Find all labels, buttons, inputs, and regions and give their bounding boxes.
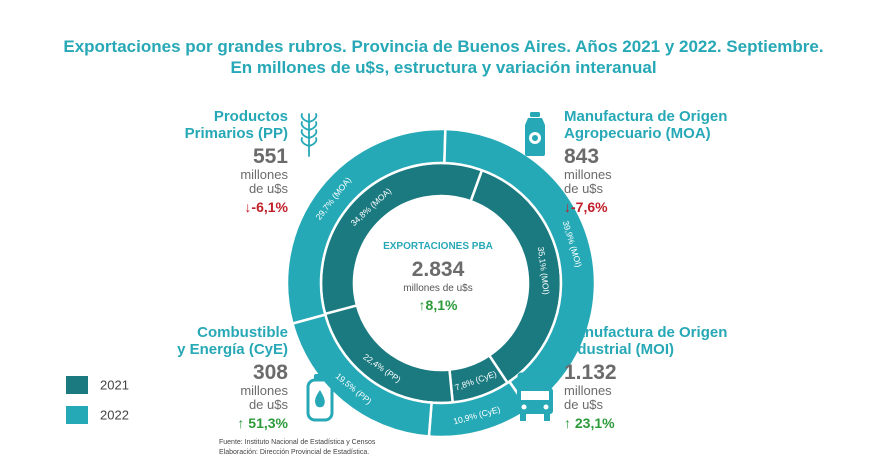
gas-cylinder-icon — [306, 374, 334, 422]
legend-item-2022: 2022 — [66, 406, 129, 424]
moi-unit-line2: de u$s — [564, 397, 604, 412]
cye-change: ↑ 51,3% — [237, 415, 288, 431]
donut-segment-2022-pp — [290, 313, 433, 438]
pp-block: Productos Primarios (PP) 551 millones de… — [140, 108, 288, 216]
center-value: 2.834 — [411, 258, 465, 281]
chart-title: Exportaciones por grandes rubros. Provin… — [0, 36, 887, 78]
moi-change: ↑ 23,1% — [564, 415, 615, 431]
center-summary: EXPORTACIONES PBA 2.834 millones de u$s … — [364, 241, 512, 314]
pp-unit-line2: de u$s — [248, 181, 288, 196]
pp-value: 551 — [252, 145, 288, 168]
moi-name-line2: Industrial (MOI) — [564, 341, 674, 358]
title-line-1: Exportaciones por grandes rubros. Provin… — [63, 37, 824, 56]
title-line-2: En millones de u$s, estructura y variaci… — [230, 58, 657, 77]
moa-name-line2: Agropecuario (MOA) — [564, 125, 711, 142]
center-change: ↑8,1% — [418, 297, 458, 313]
down-arrow-icon: ↓ — [564, 199, 571, 215]
moa-value: 843 — [564, 145, 600, 168]
legend-swatch-2021 — [66, 376, 88, 394]
moa-name-line1: Manufactura de Origen — [564, 108, 728, 125]
moi-unit-line1: millones — [564, 383, 612, 398]
center-unit: millones de u$s — [403, 283, 473, 294]
moa-change: ↓-7,6% — [564, 199, 608, 215]
moa-unit-line2: de u$s — [564, 181, 604, 196]
legend-swatch-2022 — [66, 406, 88, 424]
legend-label-2022: 2022 — [100, 407, 129, 423]
cye-name-line2: y Energía (CyE) — [177, 341, 288, 358]
source-line-2: Elaboración: Dirección Provincial de Est… — [219, 449, 370, 456]
pp-change: ↓-6,1% — [244, 199, 288, 215]
truck-icon — [517, 372, 553, 421]
cye-block: Combustible y Energía (CyE) 308 millones… — [140, 324, 288, 432]
cye-name-line1: Combustible — [197, 324, 288, 341]
milk-can-icon — [525, 112, 545, 156]
cye-unit-line2: de u$s — [248, 397, 288, 412]
up-arrow-icon: ↑ — [418, 297, 426, 313]
moi-block: Manufactura de Origen Industrial (MOI) 1… — [564, 324, 764, 432]
cye-unit-line1: millones — [240, 383, 288, 398]
moa-block: Manufactura de Origen Agropecuario (MOA)… — [564, 108, 764, 216]
wheat-icon — [300, 113, 318, 157]
up-arrow-icon: ↑ — [564, 415, 571, 431]
pp-name-line1: Productos — [213, 108, 288, 125]
cye-value: 308 — [252, 361, 288, 384]
pp-unit-line1: millones — [240, 167, 288, 182]
moi-value: 1.132 — [564, 361, 617, 384]
center-label: EXPORTACIONES PBA — [383, 241, 493, 252]
down-arrow-icon: ↓ — [244, 199, 252, 215]
legend-label-2021: 2021 — [100, 377, 129, 393]
pp-name-line2: Primarios (PP) — [184, 125, 288, 142]
legend-item-2021: 2021 — [66, 376, 129, 394]
source-line-1: Fuente: Instituto Nacional de Estadístic… — [219, 439, 376, 446]
up-arrow-icon: ↑ — [237, 415, 245, 431]
moa-unit-line1: millones — [564, 167, 612, 182]
moi-name-line1: Manufactura de Origen — [564, 324, 728, 341]
